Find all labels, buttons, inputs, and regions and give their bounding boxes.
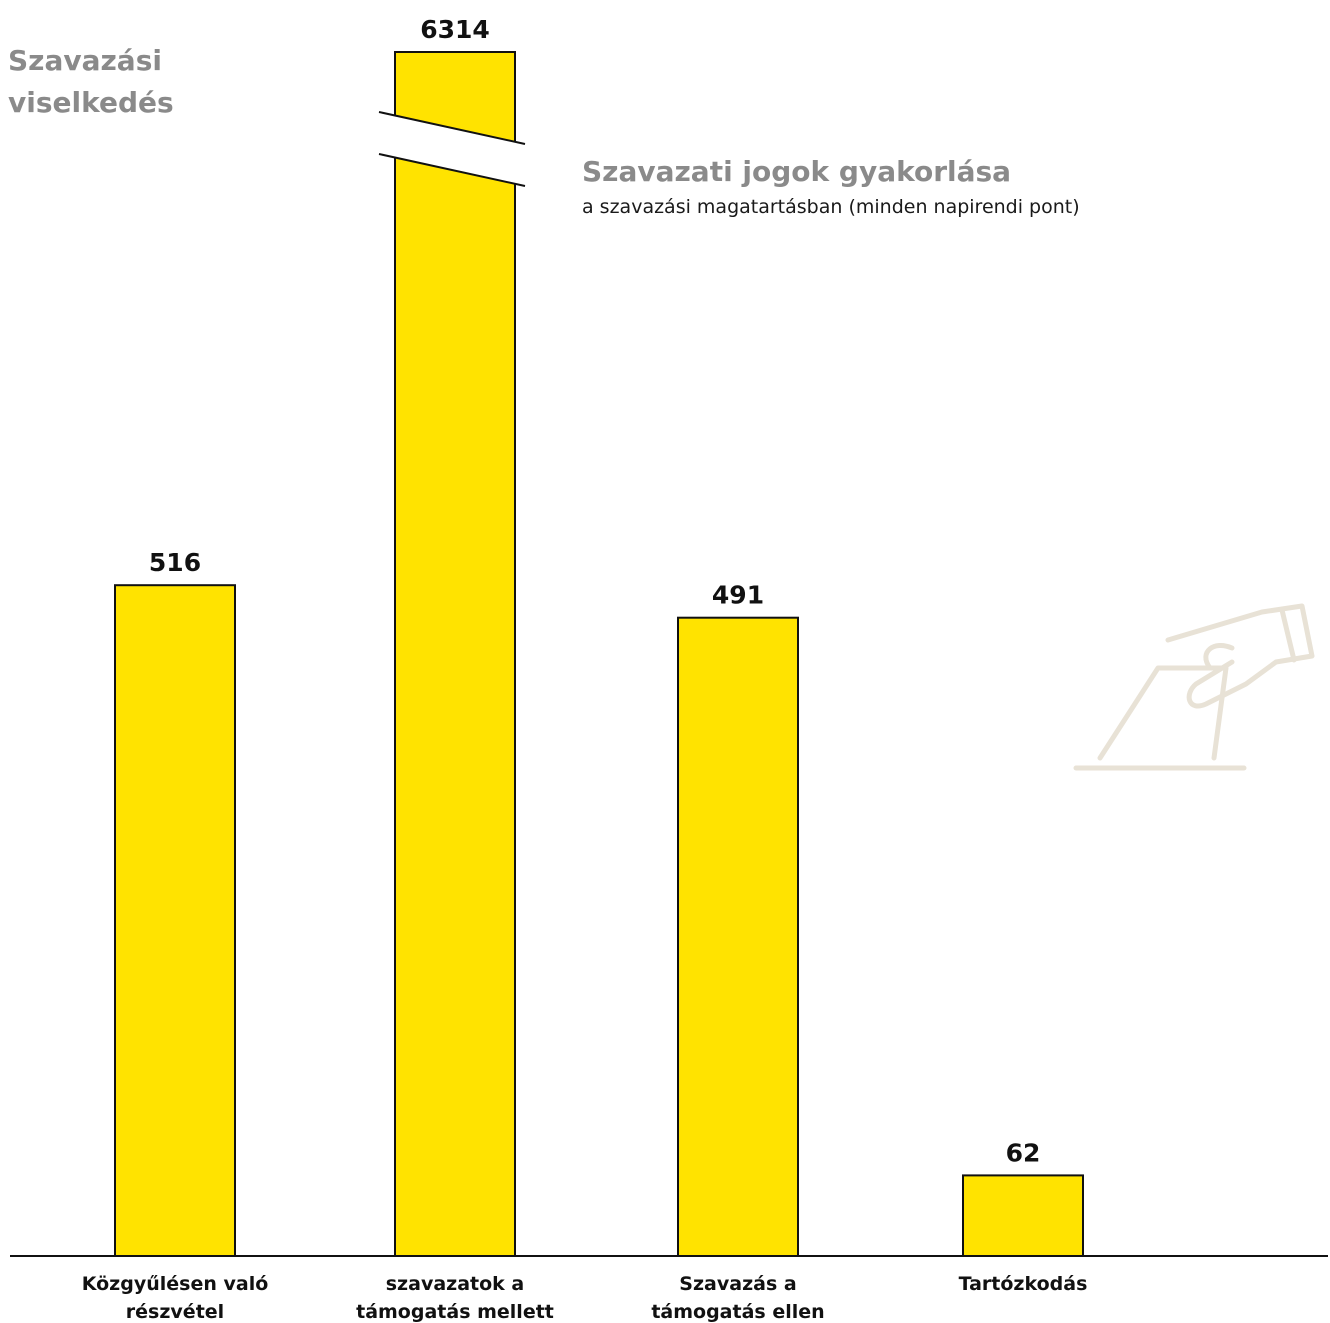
page-title: Szavazási viselkedés xyxy=(8,44,174,119)
value-label: 491 xyxy=(712,581,764,610)
ballot-box-hand-icon xyxy=(1073,603,1315,771)
subtitle-sub: a szavazási magatartásban (minden napire… xyxy=(582,196,1080,218)
value-label: 516 xyxy=(149,548,201,577)
category-label: szavazatok a támogatás mellett xyxy=(356,1273,554,1323)
category-label: Közgyűlésen való részvétel xyxy=(82,1273,269,1323)
axis-break-line xyxy=(378,111,526,145)
value-label: 6314 xyxy=(420,15,490,44)
bar xyxy=(962,1174,1084,1258)
subtitle-main: Szavazati jogok gyakorlása xyxy=(582,155,1012,188)
bar xyxy=(394,51,516,1257)
axis-break-line xyxy=(378,153,526,187)
bar xyxy=(677,616,799,1257)
value-label: 62 xyxy=(1006,1138,1041,1167)
category-label: Tartózkodás xyxy=(959,1273,1088,1295)
chart-subtitle: Szavazati jogok gyakorlása a szavazási m… xyxy=(582,152,1142,222)
axis-break-gap xyxy=(379,112,525,186)
category-label: Szavazás a támogatás ellen xyxy=(651,1273,824,1323)
bar xyxy=(114,584,236,1257)
